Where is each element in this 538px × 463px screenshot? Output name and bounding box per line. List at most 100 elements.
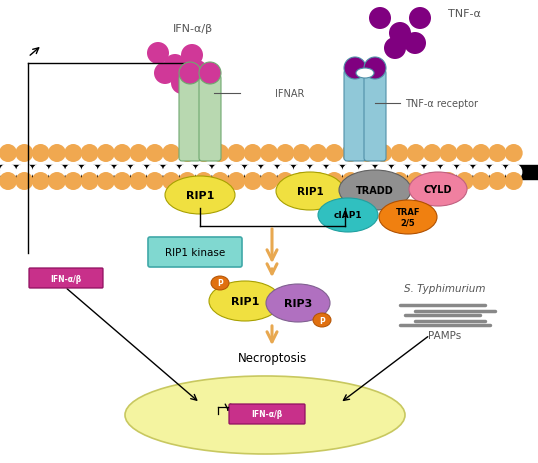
Ellipse shape (165, 176, 235, 214)
Circle shape (456, 173, 474, 191)
Circle shape (472, 173, 490, 191)
Circle shape (364, 58, 386, 80)
Circle shape (245, 165, 261, 181)
Circle shape (374, 144, 392, 163)
Circle shape (489, 173, 506, 191)
Circle shape (408, 165, 424, 181)
Circle shape (374, 173, 392, 191)
Circle shape (457, 165, 473, 181)
Text: RIP1 kinase: RIP1 kinase (165, 247, 225, 257)
Circle shape (489, 144, 506, 163)
Circle shape (179, 173, 196, 191)
Circle shape (48, 144, 66, 163)
Circle shape (113, 144, 131, 163)
Circle shape (82, 165, 97, 181)
FancyBboxPatch shape (199, 76, 221, 162)
Circle shape (81, 144, 98, 163)
Circle shape (440, 173, 457, 191)
Circle shape (343, 165, 358, 181)
Circle shape (325, 144, 343, 163)
Ellipse shape (379, 200, 437, 234)
Circle shape (505, 144, 523, 163)
Circle shape (423, 144, 441, 163)
Ellipse shape (313, 313, 331, 327)
Circle shape (440, 144, 457, 163)
Circle shape (195, 173, 213, 191)
Text: RIP1: RIP1 (296, 187, 323, 197)
FancyBboxPatch shape (364, 71, 386, 162)
Circle shape (162, 173, 180, 191)
Text: Necroptosis: Necroptosis (237, 352, 307, 365)
Circle shape (294, 165, 310, 181)
Text: RIP3: RIP3 (284, 298, 312, 308)
Circle shape (404, 33, 426, 55)
Circle shape (261, 165, 277, 181)
Ellipse shape (211, 276, 229, 290)
Circle shape (179, 63, 201, 85)
Circle shape (456, 144, 474, 163)
Circle shape (98, 165, 114, 181)
Circle shape (441, 165, 456, 181)
Circle shape (163, 165, 179, 181)
Circle shape (162, 144, 180, 163)
Circle shape (0, 173, 17, 191)
Circle shape (147, 165, 163, 181)
Circle shape (344, 58, 366, 80)
Circle shape (64, 173, 82, 191)
Text: IFN-α/β: IFN-α/β (251, 410, 282, 419)
Circle shape (472, 144, 490, 163)
Circle shape (325, 173, 343, 191)
Circle shape (180, 165, 195, 181)
Text: P: P (217, 279, 223, 288)
Circle shape (309, 173, 327, 191)
Circle shape (49, 165, 65, 181)
Text: IFN-α/β: IFN-α/β (51, 274, 82, 283)
Circle shape (260, 144, 278, 163)
Circle shape (407, 173, 425, 191)
Text: IFN-α/β: IFN-α/β (173, 24, 213, 34)
Circle shape (384, 38, 406, 60)
Circle shape (244, 173, 261, 191)
Circle shape (244, 144, 261, 163)
Circle shape (389, 23, 411, 45)
Circle shape (228, 173, 245, 191)
FancyBboxPatch shape (344, 71, 366, 162)
Circle shape (391, 144, 408, 163)
Circle shape (293, 144, 310, 163)
Circle shape (15, 144, 33, 163)
Circle shape (392, 165, 407, 181)
Circle shape (199, 63, 221, 85)
Text: IFNAR: IFNAR (275, 89, 305, 99)
Bar (0, 166, 538, 180)
Circle shape (342, 173, 359, 191)
Circle shape (164, 55, 186, 77)
Circle shape (97, 144, 115, 163)
Circle shape (277, 173, 294, 191)
Text: TNF-α receptor: TNF-α receptor (405, 99, 478, 109)
Circle shape (375, 165, 391, 181)
Circle shape (146, 173, 164, 191)
Circle shape (181, 45, 203, 67)
Circle shape (16, 165, 32, 181)
Text: S. Typhimurium: S. Typhimurium (404, 283, 486, 294)
Circle shape (358, 144, 376, 163)
Text: RIP1: RIP1 (231, 296, 259, 307)
Circle shape (186, 61, 208, 83)
Circle shape (358, 173, 376, 191)
Circle shape (15, 173, 33, 191)
Circle shape (293, 173, 310, 191)
Circle shape (114, 165, 130, 181)
Ellipse shape (276, 173, 344, 211)
Circle shape (277, 165, 293, 181)
Circle shape (309, 144, 327, 163)
Circle shape (326, 165, 342, 181)
Circle shape (359, 165, 375, 181)
Circle shape (228, 165, 244, 181)
Text: TNF-α: TNF-α (448, 9, 481, 19)
Circle shape (171, 73, 193, 95)
Circle shape (211, 144, 229, 163)
Circle shape (260, 173, 278, 191)
Circle shape (342, 144, 359, 163)
Circle shape (211, 173, 229, 191)
Circle shape (179, 144, 196, 163)
